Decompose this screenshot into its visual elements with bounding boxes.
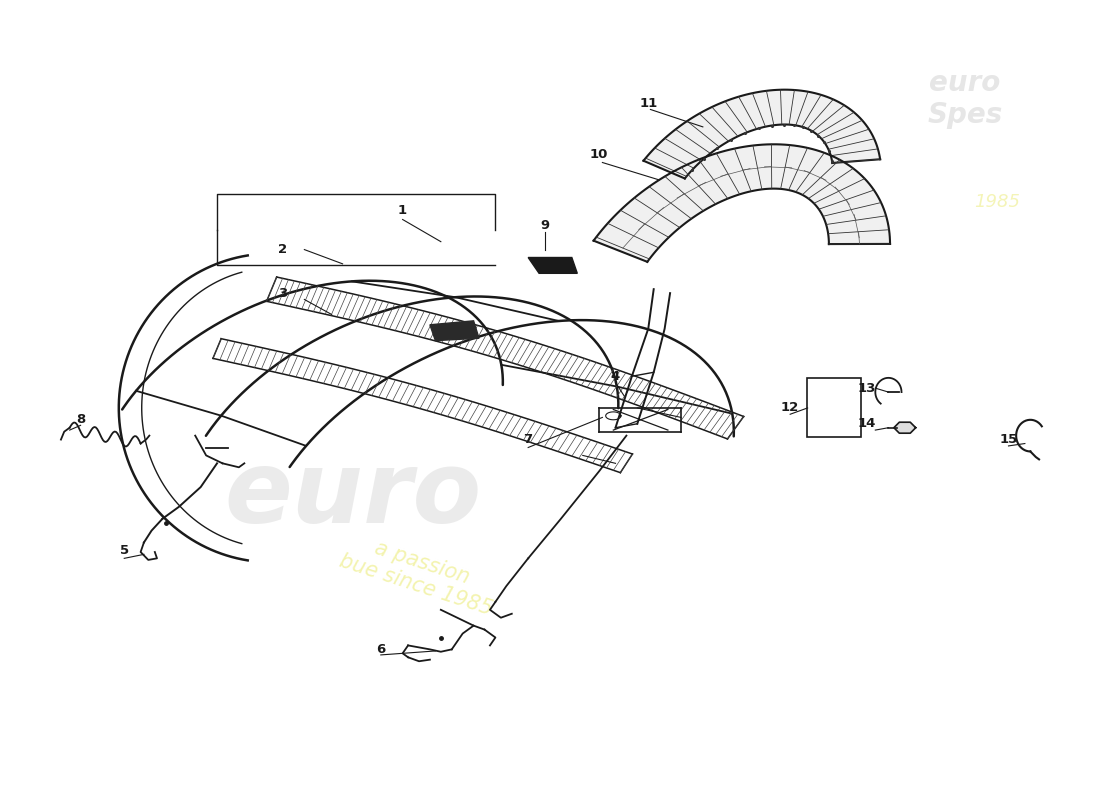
- Text: 2: 2: [278, 243, 287, 256]
- Text: a passion
bue since 1985: a passion bue since 1985: [337, 529, 502, 619]
- Polygon shape: [644, 90, 880, 178]
- Text: 3: 3: [278, 286, 287, 300]
- Text: 9: 9: [540, 219, 549, 232]
- Polygon shape: [430, 321, 478, 341]
- Bar: [806, 378, 861, 438]
- Polygon shape: [528, 258, 578, 274]
- Polygon shape: [594, 144, 890, 262]
- Text: 12: 12: [781, 402, 800, 414]
- Text: 15: 15: [1000, 433, 1018, 446]
- Text: 6: 6: [376, 643, 385, 656]
- Text: euro: euro: [224, 446, 482, 543]
- Text: 1985: 1985: [975, 193, 1021, 211]
- Text: 5: 5: [120, 544, 129, 557]
- Text: 14: 14: [857, 418, 876, 430]
- Text: 4: 4: [610, 370, 620, 382]
- Text: 11: 11: [639, 97, 658, 110]
- Text: 13: 13: [857, 382, 876, 394]
- Text: 8: 8: [76, 414, 85, 426]
- Polygon shape: [894, 422, 915, 433]
- Text: 7: 7: [524, 433, 532, 446]
- Text: 10: 10: [590, 148, 608, 161]
- Text: euro
Spes: euro Spes: [927, 69, 1002, 130]
- Text: 1: 1: [398, 203, 407, 217]
